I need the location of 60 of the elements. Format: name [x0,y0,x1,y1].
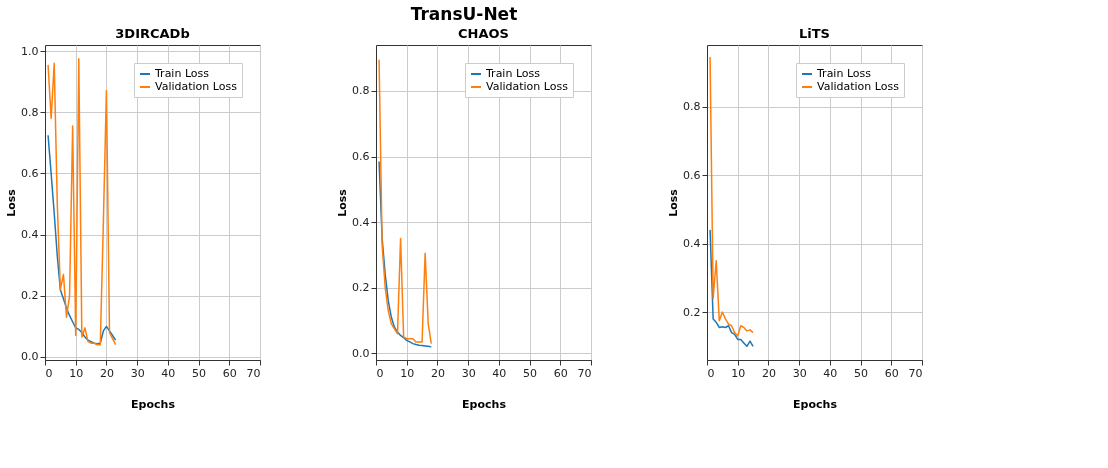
y-tick-label: 0.2 [21,289,39,303]
x-tick-label: 0 [707,366,715,380]
x-axis-title: Epochs [462,397,507,411]
y-axis-title: Loss [5,188,19,217]
legend-label: Validation Loss [155,80,238,93]
x-tick-label: 30 [461,366,476,380]
y-tick-label: 0.8 [21,105,39,119]
legend-label: Validation Loss [486,80,569,93]
y-tick-label: 0.0 [352,346,370,360]
x-axis-title: Epochs [793,397,838,411]
x-tick-label: 40 [161,366,176,380]
x-tick-label: 20 [99,366,114,380]
x-axis-title: Epochs [131,397,176,411]
x-tick-label: 10 [400,366,415,380]
y-tick-label: 0.4 [21,228,39,242]
y-tick-label: 0.0 [21,350,39,364]
y-tick-label: 1.0 [21,44,39,58]
line-series [378,59,433,345]
x-tick-label: 70 [577,366,592,380]
legend-label: Validation Loss [817,80,900,93]
y-tick-label: 0.8 [352,84,370,98]
chart-title: LiTS [799,26,830,41]
y-axis-title: Loss [667,188,681,217]
legend-label: Train Loss [154,67,210,80]
x-tick-label: 20 [430,366,445,380]
x-tick-label: 0 [376,366,384,380]
x-tick-label: 20 [761,366,776,380]
x-tick-label: 30 [792,366,807,380]
x-tick-label: 50 [192,366,207,380]
y-tick-label: 0.2 [683,305,701,319]
y-tick-label: 0.6 [352,150,370,164]
x-tick-label: 60 [222,366,237,380]
x-tick-label: 60 [884,366,899,380]
x-tick-label: 40 [492,366,507,380]
y-tick-label: 0.8 [683,100,701,114]
x-tick-label: 10 [731,366,746,380]
x-tick-label: 50 [854,366,869,380]
line-series [709,56,754,337]
chart-title: CHAOS [458,26,509,41]
y-tick-label: 0.6 [683,168,701,182]
chart-title: 3DIRCADb [115,26,190,41]
line-series [47,134,117,345]
x-tick-label: 40 [823,366,838,380]
y-axis-title: Loss [336,188,350,217]
legend-label: Train Loss [816,67,872,80]
x-tick-label: 30 [130,366,145,380]
legend-label: Train Loss [485,67,541,80]
text: TransU-Net [410,3,518,24]
x-tick-label: 70 [908,366,923,380]
x-tick-label: 10 [69,366,84,380]
line-series [709,229,754,348]
x-tick-label: 70 [246,366,261,380]
y-tick-label: 0.4 [683,237,701,251]
x-tick-label: 50 [523,366,538,380]
y-tick-label: 0.4 [352,215,370,229]
x-tick-label: 60 [553,366,568,380]
x-tick-label: 0 [45,366,53,380]
y-tick-label: 0.2 [352,281,370,295]
y-tick-label: 0.6 [21,166,39,180]
line-series [47,58,117,346]
